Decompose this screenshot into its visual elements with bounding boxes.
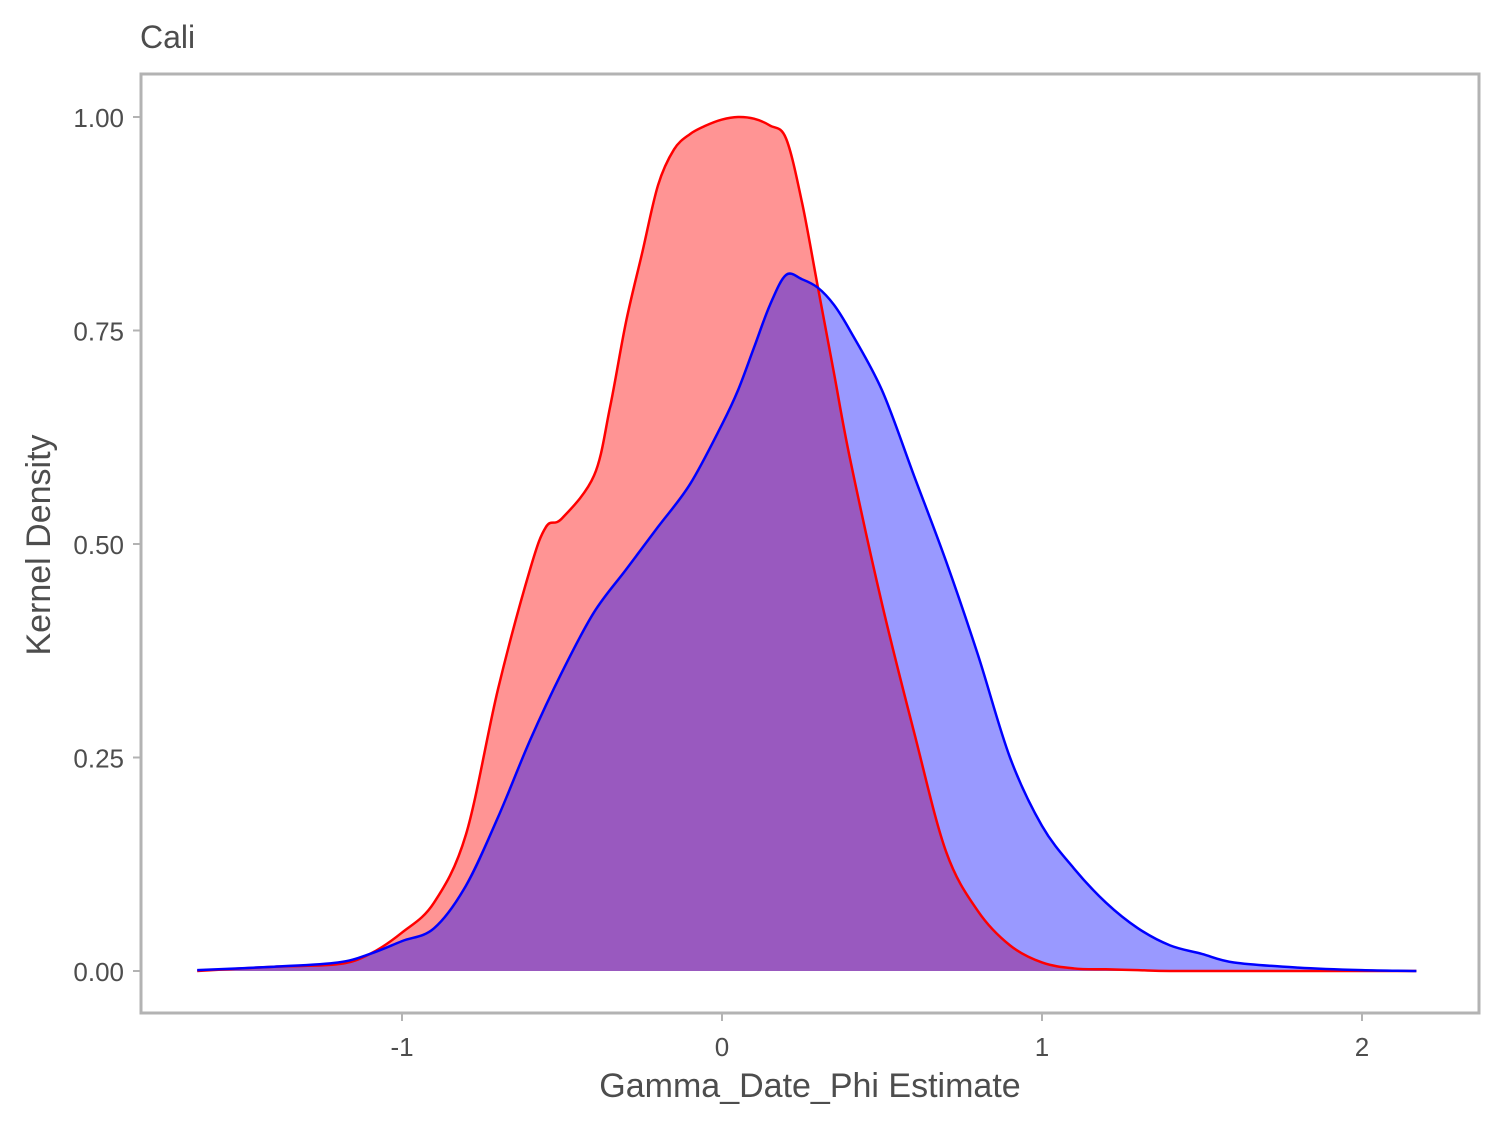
x-tick-label: -1 bbox=[390, 1032, 413, 1062]
density-line-1 bbox=[197, 115, 1417, 973]
y-tick-label: 0.75 bbox=[73, 317, 124, 347]
y-tick-label: 1.00 bbox=[73, 103, 124, 133]
x-axis: -1 0 1 2 bbox=[390, 1013, 1369, 1062]
density-area-2 bbox=[197, 273, 1417, 971]
y-tick-label: 0.50 bbox=[73, 530, 124, 560]
series-layer bbox=[197, 115, 1417, 973]
y-tick-label: 0.00 bbox=[73, 957, 124, 987]
density-line-2 bbox=[197, 272, 1417, 973]
density-area-1 bbox=[197, 116, 1417, 972]
x-tick-label: 1 bbox=[1035, 1032, 1049, 1062]
y-axis: 0.00 0.25 0.50 0.75 1.00 bbox=[73, 103, 141, 987]
x-tick-label: 2 bbox=[1355, 1032, 1369, 1062]
y-tick-label: 0.25 bbox=[73, 744, 124, 774]
x-axis-label: Gamma_Date_Phi Estimate bbox=[599, 1067, 1020, 1105]
chart-title: Cali bbox=[140, 19, 195, 55]
y-axis-label: Kernel Density bbox=[20, 434, 58, 655]
x-tick-label: 0 bbox=[715, 1032, 729, 1062]
